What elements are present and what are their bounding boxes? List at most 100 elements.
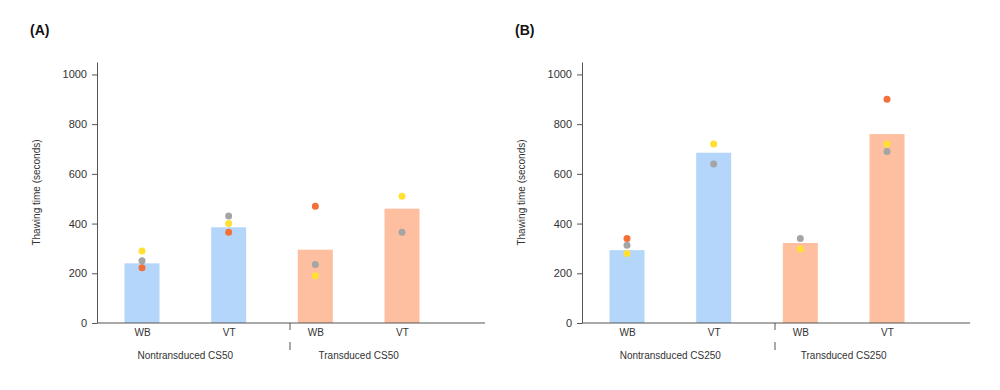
data-point <box>312 203 319 210</box>
y-tick-label: 400 <box>554 218 572 230</box>
x-tick: WB <box>134 323 150 338</box>
data-point <box>312 272 319 279</box>
y-tick-label: 400 <box>69 218 87 230</box>
data-point <box>399 229 406 236</box>
y-tick-mark <box>577 224 582 225</box>
group-label: Nontransduced CS250 <box>620 350 722 361</box>
y-tick: 400 <box>554 218 582 230</box>
x-tick: WB <box>619 323 635 338</box>
y-tick-label: 200 <box>69 267 87 279</box>
y-axis-title: Thawing time (seconds) <box>516 139 527 245</box>
x-axis-line <box>97 323 485 324</box>
data-point <box>139 264 146 271</box>
group-label: Transduced CS50 <box>319 350 400 361</box>
x-axis: WB VT WB VT <box>97 323 485 338</box>
data-point <box>139 257 146 264</box>
chart-root: (A) Thawing time (seconds) 0 200 400 600 800 10… <box>0 0 1000 390</box>
y-tick-label: 0 <box>81 317 87 329</box>
y-tick-mark <box>92 273 97 274</box>
bar <box>298 250 333 323</box>
x-tick: VT <box>396 323 409 338</box>
data-point <box>710 141 717 148</box>
x-tick: WB <box>308 323 324 338</box>
data-point <box>624 242 631 249</box>
y-tick-mark <box>577 74 582 75</box>
y-tick-label: 800 <box>554 118 572 130</box>
data-point <box>225 229 232 236</box>
y-tick-mark <box>92 174 97 175</box>
y-tick-mark <box>577 124 582 125</box>
y-tick: 400 <box>69 218 97 230</box>
data-point <box>884 141 891 148</box>
panel: (B) Thawing time (seconds) 0 200 400 600 800 10… <box>515 22 970 361</box>
x-tick-label: WB <box>134 327 150 338</box>
x-tick-label: VT <box>223 327 236 338</box>
y-tick-label: 800 <box>69 118 87 130</box>
group-separator <box>775 342 776 350</box>
data-point <box>225 213 232 220</box>
data-point <box>884 96 891 103</box>
x-tick-label: VT <box>708 327 721 338</box>
y-tick-mark <box>92 124 97 125</box>
data-point <box>624 235 631 242</box>
data-point <box>710 160 717 167</box>
panel: (A) Thawing time (seconds) 0 200 400 600 800 10… <box>30 22 485 361</box>
y-tick: 1000 <box>63 68 97 80</box>
y-tick-label: 600 <box>554 168 572 180</box>
y-tick: 600 <box>554 168 582 180</box>
data-point <box>797 235 804 242</box>
y-tick: 600 <box>69 168 97 180</box>
y-axis-line <box>97 63 98 324</box>
data-point <box>797 245 804 252</box>
group-separator <box>290 342 291 350</box>
x-tick: VT <box>708 323 721 338</box>
group-label: Nontransduced CS50 <box>138 350 234 361</box>
x-tick: VT <box>881 323 894 338</box>
y-tick-label: 1000 <box>63 68 87 80</box>
y-axis-line <box>582 63 583 324</box>
bar <box>610 250 645 323</box>
y-tick-mark <box>92 224 97 225</box>
y-tick-mark <box>577 273 582 274</box>
y-axis: 0 200 400 600 800 1000 <box>63 63 98 330</box>
x-tick: WB <box>793 323 809 338</box>
y-tick-mark <box>92 323 97 324</box>
x-tick-label: VT <box>396 327 409 338</box>
y-tick-label: 200 <box>554 267 572 279</box>
y-tick: 200 <box>554 267 582 279</box>
bar <box>211 227 246 323</box>
x-tick-label: VT <box>881 327 894 338</box>
y-axis: 0 200 400 600 800 1000 <box>548 63 583 330</box>
y-tick-label: 0 <box>566 317 572 329</box>
y-tick: 200 <box>69 267 97 279</box>
panel-title: (A) <box>30 22 49 38</box>
y-tick: 0 <box>81 317 97 329</box>
y-tick-label: 1000 <box>548 68 572 80</box>
group-label: Transduced CS250 <box>801 350 887 361</box>
group-separator <box>290 323 291 330</box>
data-point <box>884 148 891 155</box>
y-tick: 0 <box>566 317 582 329</box>
data-point <box>312 261 319 268</box>
panel-title: (B) <box>515 22 534 38</box>
data-point <box>225 220 232 227</box>
bar <box>870 134 905 323</box>
y-tick: 800 <box>554 118 582 130</box>
x-tick-label: WB <box>308 327 324 338</box>
bar <box>783 243 818 323</box>
data-point <box>399 193 406 200</box>
bar <box>385 209 420 323</box>
chart-svg: (A) Thawing time (seconds) 0 200 400 600 800 10… <box>0 0 1000 390</box>
bar <box>696 153 731 323</box>
y-tick: 1000 <box>548 68 582 80</box>
group-separator <box>775 323 776 330</box>
y-tick-mark <box>577 323 582 324</box>
y-tick-label: 600 <box>69 168 87 180</box>
x-tick-label: WB <box>619 327 635 338</box>
data-point <box>139 247 146 254</box>
y-axis-title: Thawing time (seconds) <box>31 139 42 245</box>
x-axis: WB VT WB VT <box>582 323 970 338</box>
x-tick-label: WB <box>793 327 809 338</box>
y-tick-mark <box>92 74 97 75</box>
plot-area <box>125 193 420 323</box>
